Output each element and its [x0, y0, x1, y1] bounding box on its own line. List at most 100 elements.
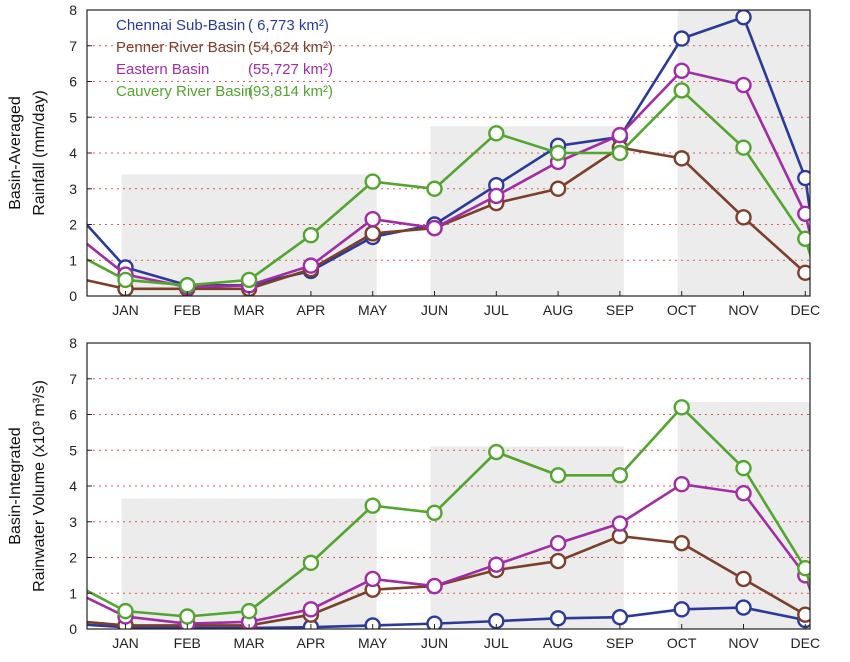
data-point-penner-river-basin-may	[364, 225, 381, 242]
data-point-cauvery-river-basin-dec	[797, 230, 810, 247]
data-point-cauvery-river-basin-mar	[240, 602, 258, 620]
x-tick-label-jul: JUL	[484, 635, 509, 651]
x-tick-label-sep: SEP	[606, 635, 634, 651]
data-point-eastern-basin-jul	[488, 556, 505, 573]
x-tick-label-dec: DEC	[791, 635, 821, 651]
x-tick-label-jun: JUN	[421, 635, 448, 651]
x-tick-label-may: MAY	[358, 302, 388, 318]
x-tick-label-nov: NOV	[728, 635, 759, 651]
series-cauvery-river-basin	[87, 82, 810, 294]
x-tick-label-aug: AUG	[543, 302, 573, 318]
data-point-cauvery-river-basin-oct	[673, 82, 690, 99]
data-point-eastern-basin-jun	[426, 219, 443, 237]
y-tick-label-3: 3	[69, 514, 77, 530]
data-point-eastern-basin-sep	[611, 515, 629, 532]
data-point-penner-river-basin-dec	[797, 264, 810, 281]
legend-name-penner-river-basin: Penner River Basin	[116, 39, 245, 56]
data-point-chennai-sub-basin-may	[364, 617, 381, 629]
data-point-cauvery-river-basin-jan	[117, 271, 134, 289]
data-point-penner-river-basin-oct	[673, 535, 690, 552]
data-point-chennai-sub-basin-oct	[673, 30, 690, 47]
data-point-cauvery-river-basin-jun	[426, 180, 443, 197]
x-tick-label-mar: MAR	[234, 635, 265, 651]
y-axis-label-line-1: Basin-Averaged	[7, 96, 24, 210]
data-point-cauvery-river-basin-feb	[179, 277, 196, 294]
x-tick-label-jan: JAN	[112, 635, 138, 651]
series-line-chennai-sub-basin	[87, 606, 810, 629]
x-tick-label-feb: FEB	[174, 302, 201, 318]
data-point-cauvery-river-basin-may	[364, 497, 381, 514]
legend: Chennai Sub-Basin( 6,773 km²)Penner Rive…	[116, 17, 333, 100]
data-point-eastern-basin-apr	[302, 601, 320, 618]
data-point-cauvery-river-basin-aug	[549, 467, 567, 484]
data-point-cauvery-river-basin-sep	[611, 144, 629, 162]
x-tick-label-mar: MAR	[234, 302, 265, 318]
x-tick-label-oct: OCT	[667, 635, 697, 651]
data-point-eastern-basin-apr	[302, 257, 320, 274]
x-tick-label-may: MAY	[358, 635, 388, 651]
x-tick-label-jun: JUN	[421, 302, 448, 318]
data-point-eastern-basin-nov	[735, 76, 752, 94]
data-point-cauvery-river-basin-sep	[611, 467, 629, 484]
y-tick-label-5: 5	[69, 442, 77, 458]
x-tick-label-apr: APR	[297, 302, 326, 318]
data-point-cauvery-river-basin-jan	[117, 602, 134, 620]
y-tick-label-2: 2	[69, 550, 77, 566]
legend-area-cauvery-river-basin: (93,814 km²)	[248, 83, 333, 100]
legend-area-chennai-sub-basin: ( 6,773 km²)	[248, 17, 329, 34]
y-tick-label-0: 0	[69, 288, 77, 304]
x-tick-label-apr: APR	[297, 635, 326, 651]
y-tick-label-0: 0	[69, 621, 77, 637]
y-tick-label-8: 8	[69, 335, 77, 351]
y-tick-label-4: 4	[69, 478, 77, 494]
series-line-penner-river-basin	[87, 146, 810, 291]
data-point-cauvery-river-basin-mar	[240, 271, 258, 289]
legend-area-eastern-basin: (55,727 km²)	[248, 61, 333, 78]
x-tick-label-sep: SEP	[606, 302, 634, 318]
data-point-eastern-basin-dec	[797, 205, 810, 222]
data-point-chennai-sub-basin-aug	[549, 610, 567, 627]
series-line-penner-river-basin	[87, 534, 810, 627]
data-point-chennai-sub-basin-nov	[735, 10, 752, 26]
x-tick-label-feb: FEB	[174, 635, 201, 651]
data-point-cauvery-river-basin-dec	[797, 560, 810, 577]
data-point-eastern-basin-nov	[735, 484, 752, 502]
data-point-penner-river-basin-aug	[549, 180, 567, 197]
data-point-eastern-basin-sep	[611, 126, 629, 144]
data-point-penner-river-basin-aug	[549, 552, 567, 570]
y-tick-label-1: 1	[69, 585, 77, 601]
series-line-cauvery-river-basin	[87, 405, 810, 618]
rainfall-panel: 0 1 2 3 4 5 6 7 8 JAN FEB MAR APR MAY JUN JUL AUG SEP OCT N…	[7, 2, 820, 318]
data-point-cauvery-river-basin-nov	[735, 459, 752, 477]
data-point-chennai-sub-basin-sep	[611, 609, 629, 626]
data-point-penner-river-basin-nov	[735, 209, 752, 226]
y-tick-label-5: 5	[69, 109, 77, 125]
y-tick-label-1: 1	[69, 252, 77, 268]
x-tick-label-jul: JUL	[484, 302, 509, 318]
series-cauvery-river-basin	[87, 399, 810, 625]
x-tick-label-dec: DEC	[791, 302, 821, 318]
data-point-cauvery-river-basin-apr	[302, 227, 320, 244]
data-point-cauvery-river-basin-jul	[488, 125, 505, 142]
y-axis-label-line-1: Basin-Integrated	[7, 427, 24, 544]
data-point-cauvery-river-basin-feb	[179, 608, 196, 625]
x-tick-label-aug: AUG	[543, 635, 573, 651]
x-tick-label-oct: OCT	[667, 302, 697, 318]
legend-name-chennai-sub-basin: Chennai Sub-Basin	[116, 17, 245, 34]
data-point-penner-river-basin-dec	[797, 606, 810, 623]
y-tick-label-7: 7	[69, 371, 77, 387]
data-point-penner-river-basin-oct	[673, 150, 690, 167]
season-shade-1	[430, 446, 624, 629]
data-point-cauvery-river-basin-aug	[549, 144, 567, 162]
data-point-cauvery-river-basin-apr	[302, 554, 320, 572]
legend-name-cauvery-river-basin: Cauvery River Basin	[116, 83, 253, 100]
y-tick-label-6: 6	[69, 74, 77, 90]
data-point-cauvery-river-basin-jul	[488, 443, 505, 461]
data-point-cauvery-river-basin-may	[364, 173, 381, 190]
y-tick-label-8: 8	[69, 2, 77, 18]
data-point-eastern-basin-oct	[673, 476, 690, 493]
rainwater-volume-panel: 0 1 2 3 4 5 6 7 8 JAN FEB MAR APR MAY JUN JUL AUG SEP OCT N…	[7, 335, 820, 651]
data-point-cauvery-river-basin-nov	[735, 139, 752, 156]
data-point-eastern-basin-oct	[673, 62, 690, 79]
data-point-chennai-sub-basin-nov	[735, 599, 752, 616]
